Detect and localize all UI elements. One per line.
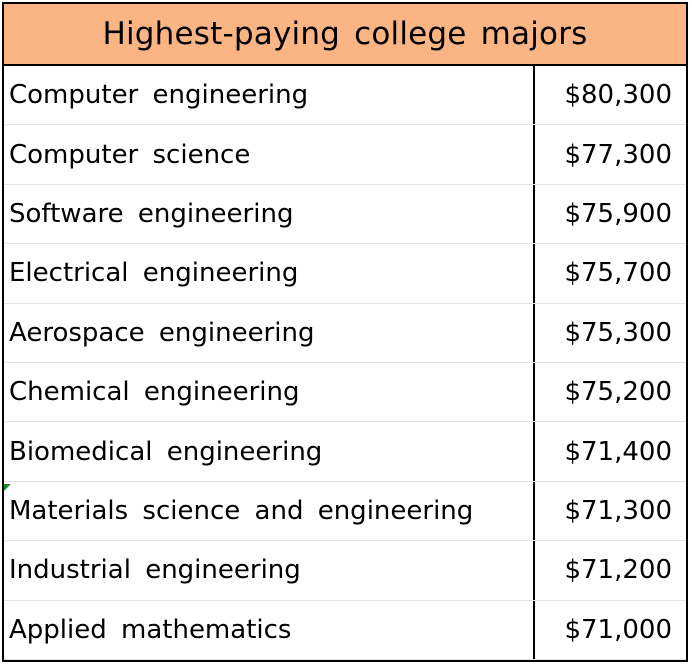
major-cell[interactable]: Applied mathematics	[4, 600, 535, 659]
table-row[interactable]: Applied mathematics $71,000	[4, 600, 686, 660]
salary-cell[interactable]: $71,300	[564, 495, 672, 526]
table-row[interactable]: Chemical engineering $75,200	[4, 362, 686, 423]
salary-cell[interactable]: $75,700	[564, 258, 672, 289]
table-title: Highest-paying college majors	[102, 16, 588, 52]
table-row[interactable]: Biomedical engineering $71,400	[4, 422, 686, 482]
salary-cell[interactable]: $75,900	[564, 198, 672, 229]
major-cell[interactable]: Aerospace engineering	[4, 303, 535, 362]
salary-cell[interactable]: $71,400	[564, 436, 672, 467]
table-row[interactable]: Materials science and engineering $71,30…	[4, 481, 686, 542]
cell-comment-marker	[4, 484, 11, 491]
major-cell[interactable]: Software engineering	[4, 184, 535, 244]
salary-cell[interactable]: $75,200	[564, 377, 672, 408]
salary-cell[interactable]: $77,300	[564, 139, 672, 170]
major-cell[interactable]: Chemical engineering	[4, 362, 535, 422]
salary-cell[interactable]: $75,300	[564, 317, 672, 348]
table-row[interactable]: Industrial engineering $71,200	[4, 541, 686, 601]
salary-cell[interactable]: $80,300	[564, 80, 672, 111]
major-cell[interactable]: Computer science	[4, 125, 535, 184]
major-cell[interactable]: Industrial engineering	[4, 541, 535, 600]
major-cell[interactable]: Computer engineering	[4, 66, 535, 125]
table-row[interactable]: Computer science $77,300	[4, 125, 686, 185]
table-row[interactable]: Software engineering $75,900	[4, 184, 686, 245]
major-cell[interactable]: Biomedical engineering	[4, 422, 535, 481]
major-cell[interactable]: Electrical engineering	[4, 244, 535, 303]
table-row[interactable]: Aerospace engineering $75,300	[4, 303, 686, 363]
table-body: Computer engineering $80,300 Computer sc…	[4, 66, 686, 660]
table-header: Highest-paying college majors	[4, 4, 686, 66]
salary-cell[interactable]: $71,000	[564, 614, 672, 645]
major-cell[interactable]: Materials science and engineering	[4, 481, 535, 541]
table-row[interactable]: Electrical engineering $75,700	[4, 244, 686, 304]
table-row[interactable]: Computer engineering $80,300	[4, 66, 686, 126]
salary-cell[interactable]: $71,200	[564, 555, 672, 586]
